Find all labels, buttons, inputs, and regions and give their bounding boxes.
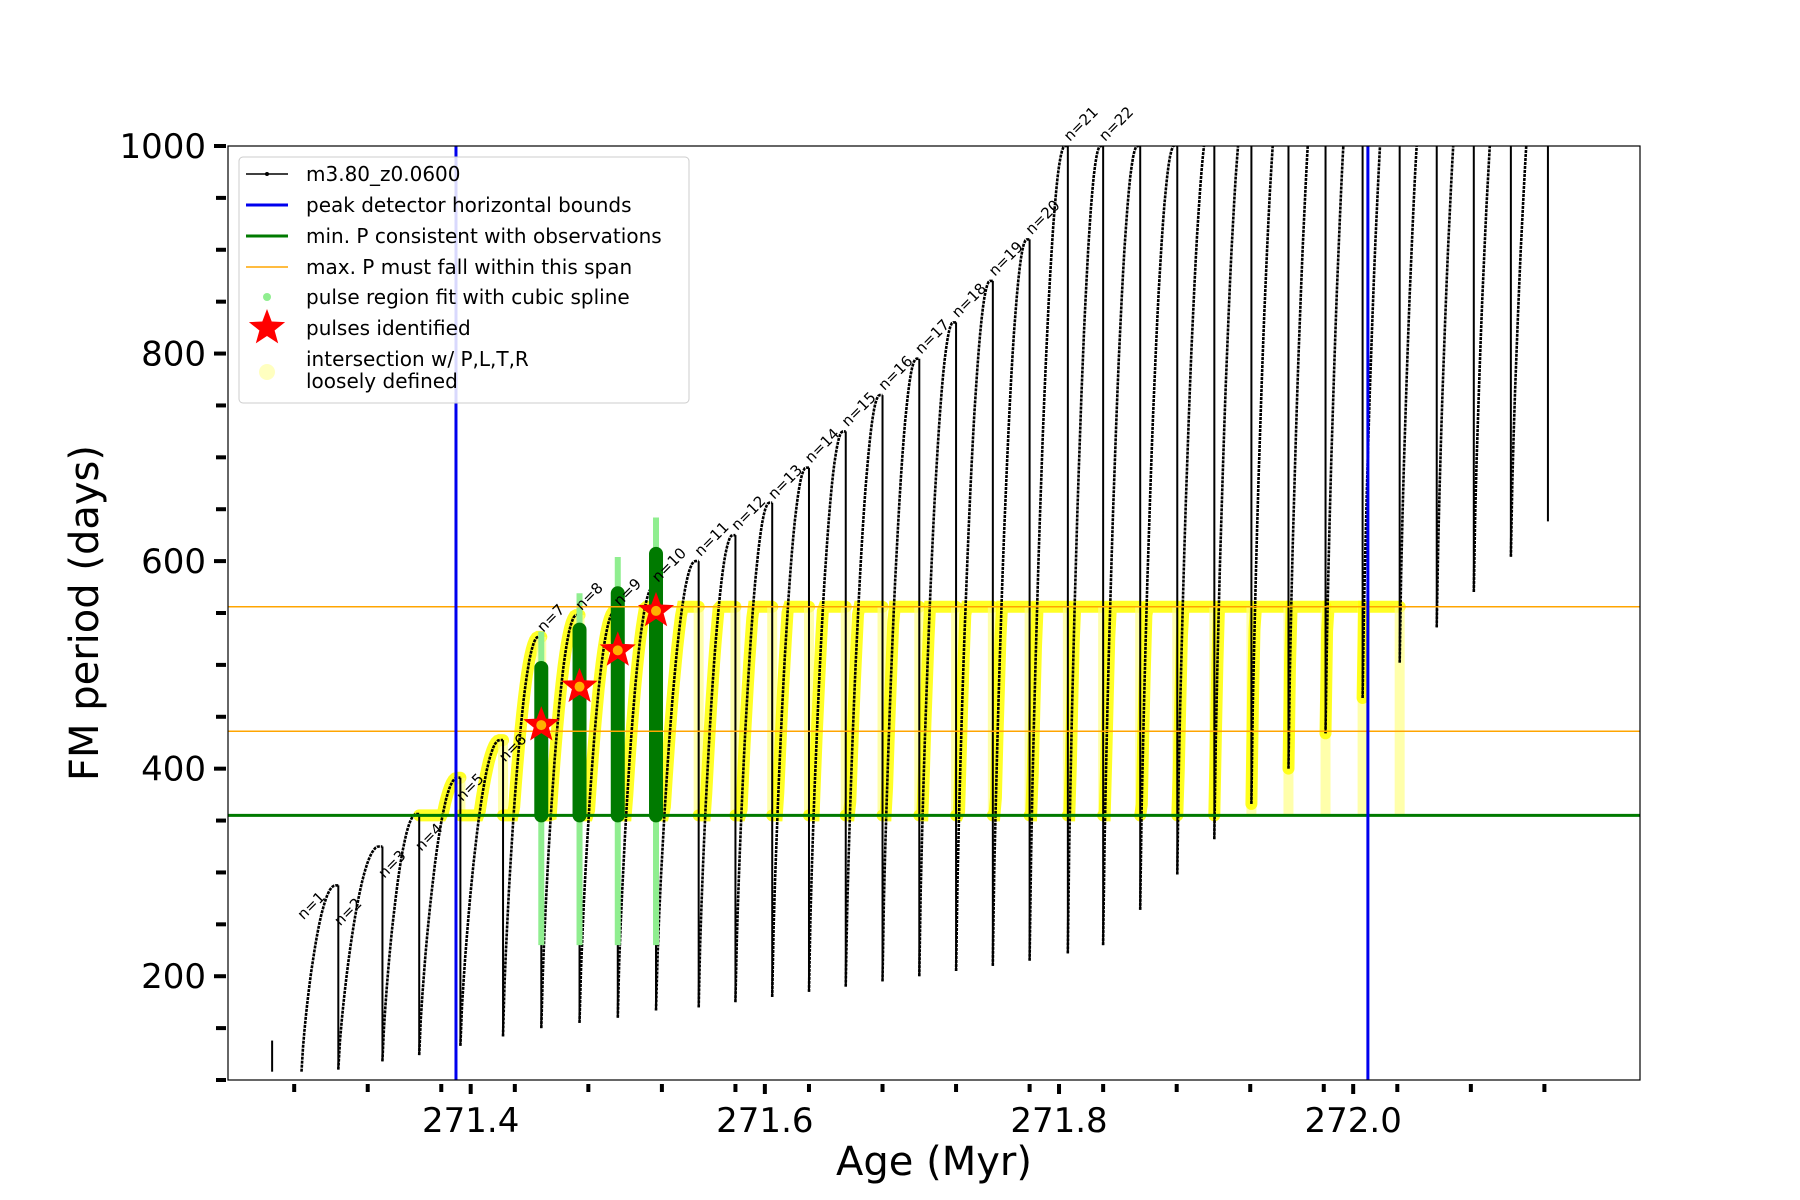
interpulse-segment-5 bbox=[459, 738, 503, 1046]
legend-swatch-spline bbox=[263, 293, 271, 301]
y-tick-label-4: 800 bbox=[141, 335, 206, 375]
interpulse-segment-17 bbox=[918, 321, 957, 977]
interpulse-segment-16 bbox=[881, 357, 920, 982]
interpulse-segment-22 bbox=[1101, 146, 1141, 946]
legend-label-intersection: intersection w/ P,L,T,R bbox=[306, 347, 529, 371]
legend-label-star: pulses identified bbox=[306, 316, 471, 340]
interpulse-segment-30 bbox=[1398, 146, 1418, 663]
legend-swatch-star bbox=[248, 309, 286, 344]
pulse-star-core-1 bbox=[536, 720, 547, 731]
interpulse-segment-14 bbox=[807, 430, 846, 992]
interpulse-segment-4 bbox=[417, 776, 461, 1056]
interpulse-segment-1 bbox=[300, 884, 339, 1072]
legend-label-bounds: peak detector horizontal bounds bbox=[306, 193, 632, 217]
legend-label-loosely: loosely defined bbox=[306, 369, 458, 393]
interpulse-segment-15 bbox=[844, 393, 883, 987]
legend: m3.80_z0.0600 peak detector horizontal b… bbox=[238, 156, 690, 404]
y-tick-label-3: 600 bbox=[141, 542, 206, 582]
interpulse-segment-27 bbox=[1287, 146, 1310, 769]
spline-fit-region bbox=[534, 517, 664, 946]
interpulse-segment-7 bbox=[540, 613, 580, 1029]
pulse-star-core-2 bbox=[574, 681, 585, 692]
legend-box bbox=[238, 156, 690, 404]
interpulse-segment-11 bbox=[697, 533, 736, 1008]
legend-label-spline: pulse region fit with cubic spline bbox=[306, 285, 630, 309]
interpulse-segment-10 bbox=[654, 559, 699, 1011]
legend-label-model: m3.80_z0.0600 bbox=[306, 162, 461, 186]
interpulse-segment-26 bbox=[1250, 146, 1274, 804]
legend-swatch-intersection bbox=[259, 364, 275, 380]
x-tick-label-1: 271.4 bbox=[422, 1101, 519, 1141]
interpulse-segment-2 bbox=[337, 845, 383, 1070]
y-tick-label-5: 1000 bbox=[119, 127, 206, 167]
x-tick-label-2: 271.6 bbox=[716, 1101, 813, 1141]
legend-swatch-model-marker bbox=[265, 172, 269, 176]
pulse-star-core-4 bbox=[651, 605, 662, 616]
pulse-star-core-3 bbox=[612, 645, 623, 656]
plot-frame bbox=[227, 145, 1641, 1081]
interpulse-segment-12 bbox=[734, 501, 773, 1003]
interpulse-segment-33 bbox=[1509, 146, 1528, 557]
x-axis-title: Age (Myr) bbox=[836, 1139, 1032, 1185]
x-tick-label-3: 271.8 bbox=[1010, 1101, 1107, 1141]
x-tick-label-4: 272.0 bbox=[1305, 1101, 1402, 1141]
interpulse-segment-21 bbox=[1066, 146, 1104, 954]
y-tick-label-2: 400 bbox=[141, 750, 206, 790]
interpulse-segment-24 bbox=[1176, 146, 1206, 875]
interpulse-segment-19 bbox=[991, 238, 1030, 966]
interpulse-segment-20 bbox=[1028, 146, 1068, 961]
y-tick-label-1: 200 bbox=[141, 957, 206, 997]
interpulse-segment-28 bbox=[1324, 146, 1345, 734]
interpulse-segment-18 bbox=[954, 279, 993, 972]
legend-label-max-period: max. P must fall within this span bbox=[306, 255, 632, 279]
axes: 271.4 271.6 271.8 272.0 200 400 600 800 1000 bbox=[119, 127, 1547, 1141]
legend-label-min-period: min. P consistent with observations bbox=[306, 224, 662, 248]
interpulse-segment-25 bbox=[1213, 146, 1240, 840]
interpulse-segment-31 bbox=[1435, 146, 1455, 628]
interpulse-segment-6 bbox=[501, 635, 542, 1037]
pulse-stars bbox=[523, 591, 675, 741]
y-axis-title: FM period (days) bbox=[62, 445, 108, 781]
interpulse-segment-23 bbox=[1138, 146, 1178, 910]
interpulse-segment-13 bbox=[770, 466, 809, 998]
